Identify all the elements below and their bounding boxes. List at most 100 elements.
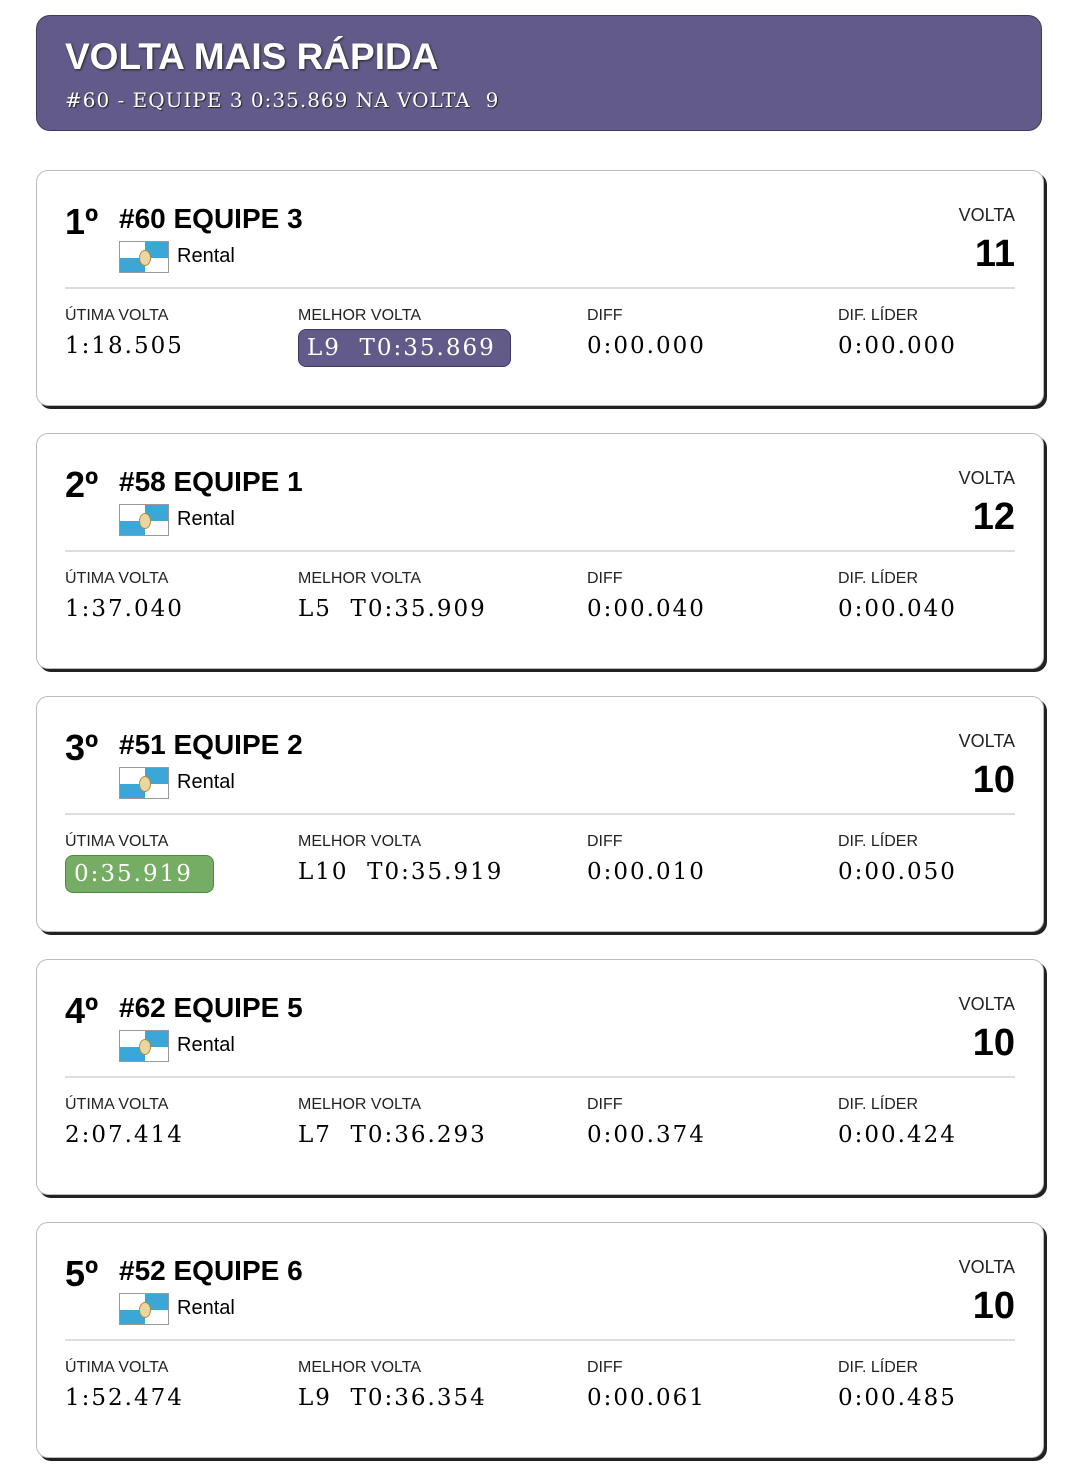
team-name: #51 EQUIPE 2 — [119, 729, 303, 760]
lap-number: 10 — [972, 1022, 1015, 1064]
best-lap-column: MELHOR VOLTA L9 T0:36.354 — [298, 1359, 487, 1411]
lap-label: VOLTA — [958, 1257, 1015, 1277]
standing-card: 4º #62 EQUIPE 5 Rental VOLTA 10 ÚTIMA VO… — [36, 959, 1044, 1195]
diff-label: DIFF — [587, 1359, 623, 1376]
best-lap-label: MELHOR VOLTA — [298, 307, 421, 324]
last-lap-label: ÚTIMA VOLTA — [65, 307, 169, 324]
diff-label: DIFF — [587, 570, 623, 587]
fastest-lap-banner: VOLTA MAIS RÁPIDA #60 - EQUIPE 3 0:35.86… — [36, 15, 1042, 131]
lap-label: VOLTA — [958, 994, 1015, 1014]
lap-number: 12 — [972, 496, 1015, 538]
lap-label: VOLTA — [958, 731, 1015, 751]
diff-leader-value: 0:00.424 — [838, 1122, 957, 1148]
best-lap-column: MELHOR VOLTA L10 T0:35.919 — [298, 833, 503, 885]
last-lap-label: ÚTIMA VOLTA — [65, 833, 169, 850]
position: 3º — [65, 727, 99, 768]
last-lap-column: ÚTIMA VOLTA 1:18.505 — [65, 307, 184, 359]
last-lap-label: ÚTIMA VOLTA — [65, 1096, 169, 1113]
diff-leader-column: DIF. LÍDER 0:00.050 — [838, 833, 957, 885]
best-lap-label: MELHOR VOLTA — [298, 1096, 421, 1113]
diff-leader-value: 0:00.040 — [838, 596, 957, 622]
diff-leader-label: DIF. LÍDER — [838, 1359, 919, 1376]
team-name: #60 EQUIPE 3 — [119, 203, 303, 234]
rio-de-janeiro-flag-icon — [119, 767, 169, 799]
diff-leader-label: DIF. LÍDER — [838, 307, 919, 324]
divider — [65, 550, 1015, 552]
lap-number: 10 — [972, 1285, 1015, 1327]
last-lap-label: ÚTIMA VOLTA — [65, 570, 169, 587]
diff-leader-column: DIF. LÍDER 0:00.424 — [838, 1096, 957, 1148]
category: Rental — [177, 508, 235, 530]
rio-de-janeiro-flag-icon — [119, 1030, 169, 1062]
rio-de-janeiro-flag-icon — [119, 241, 169, 273]
best-lap-label: MELHOR VOLTA — [298, 570, 421, 587]
team-name: #52 EQUIPE 6 — [119, 1255, 303, 1286]
diff-leader-column: DIF. LÍDER 0:00.040 — [838, 570, 957, 622]
diff-column: DIFF 0:00.061 — [587, 1359, 706, 1411]
best-lap-value: L9 T0:36.354 — [298, 1385, 487, 1411]
diff-value: 0:00.374 — [587, 1122, 706, 1148]
best-lap-column: MELHOR VOLTA L5 T0:35.909 — [298, 570, 487, 622]
diff-label: DIFF — [587, 307, 623, 324]
last-lap-value: 1:52.474 — [65, 1385, 184, 1411]
diff-label: DIFF — [587, 833, 623, 850]
best-lap-column: MELHOR VOLTA L9 T0:35.869 — [298, 307, 511, 367]
last-lap-column: ÚTIMA VOLTA 1:37.040 — [65, 570, 184, 622]
rio-de-janeiro-flag-icon — [119, 504, 169, 536]
lap-number: 10 — [972, 759, 1015, 801]
diff-leader-value: 0:00.050 — [838, 859, 957, 885]
best-lap-value: L9 T0:35.869 — [298, 329, 511, 367]
lap-label: VOLTA — [958, 205, 1015, 225]
last-lap-column: ÚTIMA VOLTA 1:52.474 — [65, 1359, 184, 1411]
position: 5º — [65, 1253, 99, 1294]
best-lap-column: MELHOR VOLTA L7 T0:36.293 — [298, 1096, 487, 1148]
diff-leader-value: 0:00.485 — [838, 1385, 957, 1411]
lap-label: VOLTA — [958, 468, 1015, 488]
diff-label: DIFF — [587, 1096, 623, 1113]
category: Rental — [177, 245, 235, 267]
best-lap-value: L5 T0:35.909 — [298, 596, 487, 622]
category: Rental — [177, 1034, 235, 1056]
last-lap-value: 1:18.505 — [65, 333, 184, 359]
best-lap-value: L10 T0:35.919 — [298, 859, 504, 885]
standing-card: 2º #58 EQUIPE 1 Rental VOLTA 12 ÚTIMA VO… — [36, 433, 1044, 669]
divider — [65, 1339, 1015, 1341]
diff-value: 0:00.010 — [587, 859, 706, 885]
fastest-lap-detail: #60 - EQUIPE 3 0:35.869 NA VOLTA 9 — [65, 88, 500, 112]
diff-leader-label: DIF. LÍDER — [838, 833, 919, 850]
divider — [65, 1076, 1015, 1078]
diff-value: 0:00.000 — [587, 333, 706, 359]
best-lap-label: MELHOR VOLTA — [298, 1359, 421, 1376]
standing-card: 5º #52 EQUIPE 6 Rental VOLTA 10 ÚTIMA VO… — [36, 1222, 1044, 1458]
last-lap-column: ÚTIMA VOLTA 0:35.919 — [65, 833, 214, 893]
last-lap-label: ÚTIMA VOLTA — [65, 1359, 169, 1376]
position: 4º — [65, 990, 99, 1031]
diff-leader-value: 0:00.000 — [838, 333, 957, 359]
last-lap-column: ÚTIMA VOLTA 2:07.414 — [65, 1096, 184, 1148]
divider — [65, 287, 1015, 289]
lap-number: 11 — [974, 233, 1015, 275]
diff-leader-column: DIF. LÍDER 0:00.485 — [838, 1359, 957, 1411]
position: 2º — [65, 464, 99, 505]
team-name: #58 EQUIPE 1 — [119, 466, 303, 497]
best-lap-label: MELHOR VOLTA — [298, 833, 421, 850]
last-lap-value: 1:37.040 — [65, 596, 184, 622]
fastest-lap-title: VOLTA MAIS RÁPIDA — [65, 36, 439, 77]
last-lap-value: 0:35.919 — [65, 855, 214, 893]
category: Rental — [177, 771, 235, 793]
diff-column: DIFF 0:00.040 — [587, 570, 706, 622]
position: 1º — [65, 201, 99, 242]
divider — [65, 813, 1015, 815]
diff-value: 0:00.040 — [587, 596, 706, 622]
best-lap-value: L7 T0:36.293 — [298, 1122, 487, 1148]
diff-leader-label: DIF. LÍDER — [838, 1096, 919, 1113]
diff-column: DIFF 0:00.010 — [587, 833, 706, 885]
team-name: #62 EQUIPE 5 — [119, 992, 303, 1023]
diff-column: DIFF 0:00.374 — [587, 1096, 706, 1148]
diff-leader-column: DIF. LÍDER 0:00.000 — [838, 307, 957, 359]
rio-de-janeiro-flag-icon — [119, 1293, 169, 1325]
diff-leader-label: DIF. LÍDER — [838, 570, 919, 587]
diff-column: DIFF 0:00.000 — [587, 307, 706, 359]
last-lap-value: 2:07.414 — [65, 1122, 184, 1148]
standing-card: 3º #51 EQUIPE 2 Rental VOLTA 10 ÚTIMA VO… — [36, 696, 1044, 932]
